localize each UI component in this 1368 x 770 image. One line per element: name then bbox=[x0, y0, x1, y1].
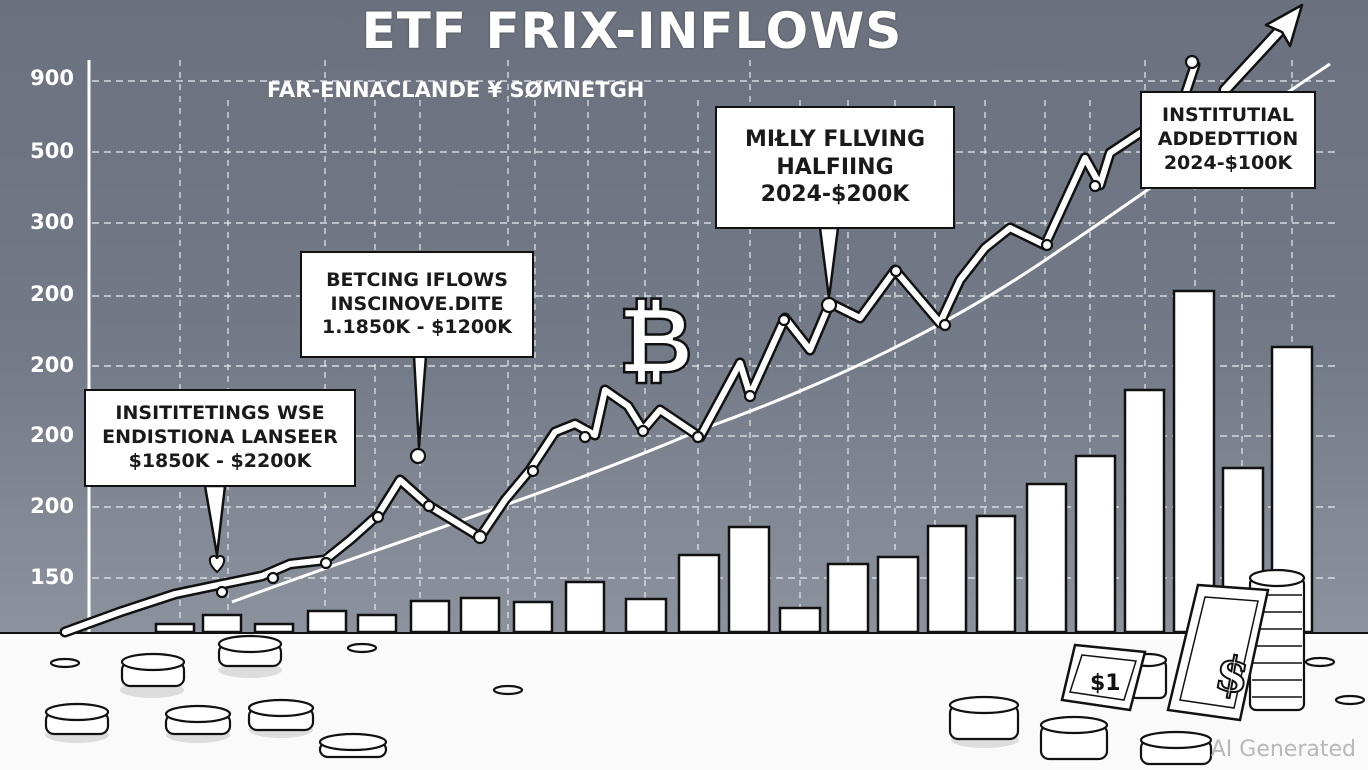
callout-line: 2024-$200K bbox=[760, 182, 910, 208]
callout-institutional-lanseer: INSITITETINGS WSE ENDISTIONA LANSEER $18… bbox=[84, 389, 356, 487]
marker bbox=[743, 389, 757, 403]
bar bbox=[356, 613, 398, 634]
callout-line: $1850K - $2200K bbox=[128, 449, 312, 472]
callout-line: ENDISTIONA LANSEER bbox=[102, 426, 338, 449]
y-tick-label: 150 bbox=[30, 565, 74, 589]
callout-line: 2024-$100K bbox=[1163, 151, 1293, 174]
marker bbox=[636, 424, 650, 438]
callout-line: MIŁLY FLLVING bbox=[744, 127, 926, 153]
y-tick-label: 500 bbox=[30, 139, 74, 163]
y-tick-label: 900 bbox=[30, 66, 74, 90]
marker bbox=[820, 296, 838, 314]
callout-line: ADDEDTTION bbox=[1157, 128, 1299, 151]
bar bbox=[926, 524, 968, 634]
line-markers bbox=[215, 54, 1200, 599]
bar bbox=[826, 562, 870, 634]
marker-dot bbox=[409, 447, 427, 465]
bar bbox=[677, 553, 721, 634]
coin-stacks bbox=[44, 568, 1366, 766]
bar bbox=[1172, 289, 1216, 634]
marker bbox=[889, 264, 903, 278]
small-dollar-bill-icon: $1 bbox=[1060, 643, 1147, 712]
heart-icon bbox=[208, 554, 226, 574]
marker bbox=[691, 430, 705, 444]
y-tick-label: 200 bbox=[30, 282, 74, 306]
svg-text:$1: $1 bbox=[1090, 671, 1121, 696]
dollar-bill-icon: $ bbox=[1166, 583, 1270, 722]
bar bbox=[1074, 454, 1117, 634]
callout-halving-2024: MIŁLY FLLVING HALFIING 2024-$200K bbox=[715, 106, 955, 229]
marker bbox=[472, 529, 488, 545]
bar bbox=[306, 609, 348, 634]
bar bbox=[459, 596, 501, 634]
bar bbox=[253, 622, 295, 634]
bar bbox=[1123, 388, 1166, 634]
callout-pointers bbox=[203, 226, 840, 557]
marker bbox=[371, 510, 385, 524]
y-tick-label: 200 bbox=[30, 423, 74, 447]
ai-generated-watermark: AI Generated bbox=[1210, 737, 1356, 762]
marker bbox=[1184, 54, 1200, 70]
bar bbox=[409, 599, 451, 634]
callout-betcing-iflows: BETCING IFLOWS INSCINOVE.DITE 1.1850K - … bbox=[300, 251, 534, 358]
bar bbox=[564, 580, 606, 634]
callout-line: BETCING IFLOWS bbox=[326, 268, 508, 291]
marker bbox=[215, 585, 229, 599]
y-tick-label: 300 bbox=[30, 210, 74, 234]
callout-institutional-addition: INSTITUTIAL ADDEDTTION 2024-$100K bbox=[1140, 91, 1316, 189]
bar bbox=[876, 555, 920, 634]
callout-line: INSTITUTIAL bbox=[1162, 104, 1294, 127]
marker bbox=[526, 464, 540, 478]
bar bbox=[727, 525, 771, 634]
marker bbox=[938, 318, 952, 332]
marker bbox=[1040, 238, 1054, 252]
bar bbox=[778, 606, 822, 634]
callout-line: 1.1850K - $1200K bbox=[322, 316, 512, 339]
up-arrow-icon bbox=[1218, 3, 1304, 97]
price-line bbox=[59, 59, 1201, 638]
y-tick-label: 200 bbox=[30, 494, 74, 518]
y-tick-label: 200 bbox=[30, 353, 74, 377]
bar bbox=[201, 613, 243, 634]
marker bbox=[266, 571, 280, 585]
marker bbox=[578, 430, 592, 444]
callout-line: INSCINOVE.DITE bbox=[330, 292, 504, 315]
bar bbox=[1025, 482, 1068, 634]
chart-title: ETF FRIX-INFLOWS bbox=[361, 2, 903, 60]
bar bbox=[512, 600, 554, 634]
callout-line: INSITITETINGS WSE bbox=[115, 402, 325, 425]
marker bbox=[422, 499, 436, 513]
marker bbox=[319, 556, 333, 570]
bar bbox=[975, 514, 1017, 634]
marker bbox=[777, 313, 791, 327]
marker bbox=[1088, 179, 1102, 193]
bitcoin-icon: ₿ bbox=[618, 287, 693, 394]
bar bbox=[154, 622, 196, 634]
callout-line: HALFIING bbox=[776, 154, 894, 180]
inflow-bars bbox=[154, 289, 1314, 634]
bar bbox=[624, 597, 668, 634]
chart-subtitle: FAR-ENNACLANDE ¥ SØMNETGH bbox=[267, 78, 645, 102]
